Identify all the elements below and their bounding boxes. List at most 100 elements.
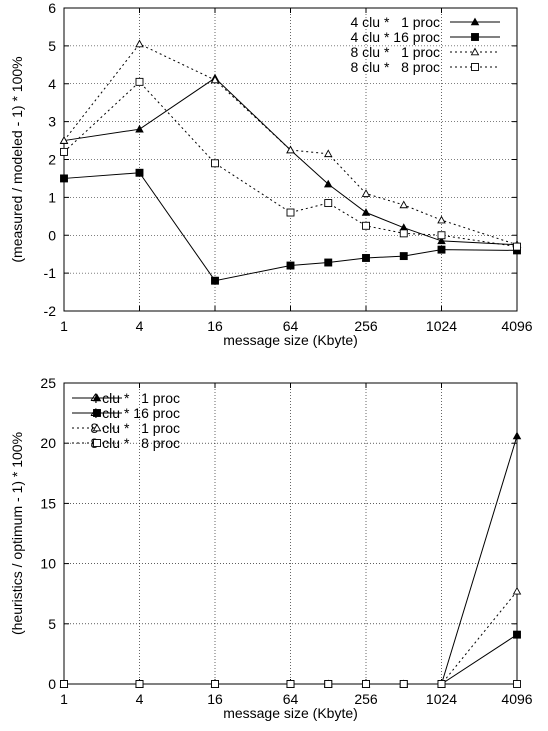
legend-marker [92, 393, 102, 402]
legend-marker [470, 17, 480, 26]
y-tick-label: 1 [48, 189, 56, 205]
data-point [513, 242, 521, 251]
data-point [60, 680, 68, 688]
data-point [211, 276, 219, 285]
x-tick-label: 4096 [501, 691, 532, 707]
y-axis-label: (heuristics / optimum - 1) * 100% [9, 432, 25, 635]
data-point [286, 680, 295, 688]
legend-marker [471, 33, 479, 41]
y-tick-label: 25 [40, 375, 56, 391]
y-tick-label: 0 [48, 676, 56, 692]
data-point [211, 680, 219, 688]
data-point [211, 159, 219, 168]
data-point [513, 630, 521, 639]
chart-measured-vs-modeled: 1 4 16 64 256 1024 4096 -2 -1 0 1 2 3 4 5 6 message size… [9, 0, 533, 348]
data-point [135, 124, 144, 133]
data-point [323, 149, 333, 158]
data-point [512, 586, 522, 595]
data-point [286, 208, 295, 217]
y-tick-label: 5 [48, 616, 56, 632]
x-tick-label: 4 [136, 691, 144, 707]
data-point [324, 680, 333, 688]
data-point [60, 174, 68, 183]
data-point [399, 252, 408, 261]
data-point [135, 680, 144, 688]
y-tick-label: 10 [40, 556, 56, 572]
data-point [512, 431, 522, 440]
data-point [60, 147, 68, 156]
y-tick-label: -2 [44, 303, 57, 319]
data-point [324, 199, 333, 208]
x-axis-label: message size (Kbyte) [223, 705, 358, 721]
data-point [399, 200, 409, 209]
legend-label: 8 clu * 1 proc [91, 420, 181, 436]
data-point [399, 229, 408, 238]
data-point [59, 136, 69, 144]
legend-label: 8 clu * 8 proc [91, 435, 181, 451]
series-3 [60, 77, 521, 251]
data-point [135, 39, 144, 48]
data-point [361, 208, 371, 216]
y-tick-label: 2 [48, 152, 56, 168]
data-point [324, 258, 333, 267]
y-axis-label: (measured / modeled - 1) * 100% [9, 56, 25, 262]
chart-heuristics-vs-optimum: 1 4 16 64 256 1024 4096 0 5 10 15 20 25 message size … [9, 375, 533, 721]
x-tick-label: 64 [283, 691, 299, 707]
legend-label: 4 clu * 1 proc [351, 14, 441, 30]
legend-marker [470, 47, 480, 56]
y-tick-label: 0 [48, 227, 56, 243]
series-1 [60, 168, 521, 285]
data-point [437, 231, 446, 240]
y-tick-label: 5 [48, 38, 56, 54]
series-line [63, 81, 518, 248]
x-tick-label: 16 [207, 691, 223, 707]
x-tick-label: 1 [60, 318, 68, 334]
y-tick-label: -1 [44, 265, 57, 281]
data-point [135, 77, 144, 86]
series-3 [60, 680, 521, 688]
x-tick-label: 1024 [426, 318, 457, 334]
data-point [135, 168, 144, 177]
legend-marker [93, 409, 101, 417]
x-tick-label: 256 [354, 318, 378, 334]
y-tick-label: 4 [48, 76, 56, 92]
legend-marker [471, 63, 479, 71]
data-point [323, 179, 333, 188]
data-point [286, 145, 295, 154]
legend-label: 4 clu * 1 proc [91, 390, 181, 406]
legend-label: 8 clu * 8 proc [351, 59, 441, 75]
x-tick-label: 16 [207, 318, 223, 334]
x-tick-label: 1024 [426, 691, 457, 707]
legend-marker [93, 439, 101, 447]
x-tick-label: 1 [60, 691, 68, 707]
data-point [362, 254, 370, 262]
x-tick-label: 4 [136, 318, 144, 334]
x-tick-label: 256 [354, 691, 378, 707]
data-point [437, 215, 446, 224]
data-point [362, 680, 370, 688]
data-point [210, 75, 220, 84]
y-tick-label: 6 [48, 0, 56, 16]
data-point [513, 680, 521, 688]
y-tick-label: 15 [40, 495, 56, 511]
x-axis-label: message size (Kbyte) [223, 332, 358, 348]
data-point [361, 189, 371, 197]
data-point [362, 221, 370, 230]
data-point [437, 245, 446, 254]
y-tick-label: 3 [48, 114, 56, 130]
x-tick-label: 64 [283, 318, 299, 334]
legend-label: 4 clu * 16 proc [351, 29, 441, 45]
data-point [437, 680, 446, 688]
series-line [63, 43, 518, 246]
data-point [437, 236, 446, 245]
legend-marker [92, 423, 102, 432]
data-point [286, 261, 295, 270]
legend-label: 4 clu * 16 proc [91, 405, 181, 421]
x-tick-label: 4096 [501, 318, 532, 334]
legend-label: 8 clu * 1 proc [351, 44, 441, 60]
y-tick-label: 20 [40, 435, 56, 451]
data-point [399, 680, 408, 688]
